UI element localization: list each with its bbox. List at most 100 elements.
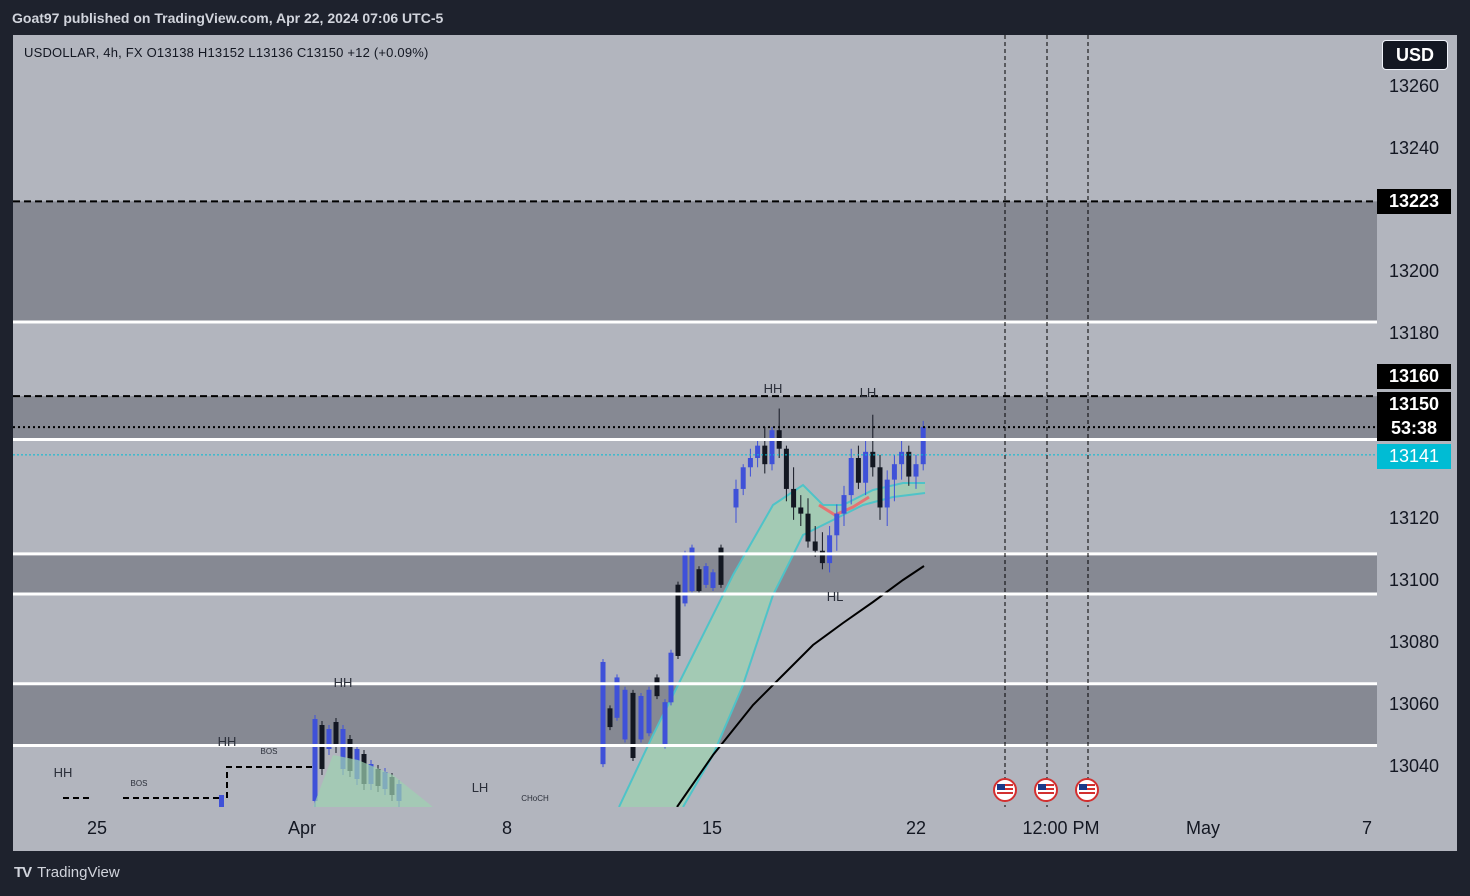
currency-button[interactable]: USD xyxy=(1382,40,1448,70)
x-tick: 15 xyxy=(701,818,723,838)
y-tick: 13060 xyxy=(1388,694,1440,714)
ribbon-lower xyxy=(682,492,926,807)
annotation-bos: BOS xyxy=(130,779,148,788)
candle-body xyxy=(340,729,346,769)
candle xyxy=(848,448,854,505)
annotation-hh: HH xyxy=(217,734,237,749)
y-tick: 13080 xyxy=(1388,632,1440,652)
candle-body xyxy=(312,719,318,801)
candle-body xyxy=(703,566,709,585)
price-lines xyxy=(13,200,1377,748)
x-tick: 7 xyxy=(1361,818,1373,838)
ribbon-fill xyxy=(313,755,433,807)
candle xyxy=(740,464,746,496)
y-tick: 13120 xyxy=(1388,508,1440,528)
x-tick: Apr xyxy=(287,818,317,838)
candle-body xyxy=(682,553,688,604)
candle-body xyxy=(710,572,716,588)
us-flag-icon[interactable] xyxy=(1075,778,1099,802)
x-tick: May xyxy=(1185,818,1221,838)
candle-body xyxy=(654,677,660,697)
candle-body xyxy=(622,689,628,740)
us-flag-icon[interactable] xyxy=(1034,778,1058,802)
chart-canvas[interactable] xyxy=(13,35,1457,851)
zone-rect xyxy=(13,201,1377,322)
candle-body xyxy=(884,479,890,508)
candle xyxy=(891,454,897,502)
moving-average-line xyxy=(676,565,925,807)
candle-body xyxy=(783,448,789,489)
candle-body xyxy=(855,458,861,483)
x-tick: 22 xyxy=(905,818,927,838)
y-tick: 13260 xyxy=(1388,76,1440,96)
x-tick: 25 xyxy=(86,818,108,838)
y-tick: 13240 xyxy=(1388,138,1440,158)
candle-body xyxy=(920,427,926,465)
annotation-hh: HH xyxy=(53,765,73,780)
annotation-lh: LH xyxy=(859,385,877,400)
published-header: Goat97 published on TradingView.com, Apr… xyxy=(12,10,444,26)
annotation-lh: LH xyxy=(471,780,489,795)
y-tick: 13100 xyxy=(1388,570,1440,590)
candle-body xyxy=(877,467,883,508)
candle-body xyxy=(646,689,652,734)
candle-body xyxy=(689,547,695,592)
y-tick: 13040 xyxy=(1388,756,1440,776)
candle xyxy=(834,504,840,551)
candle xyxy=(877,454,883,520)
candle xyxy=(899,439,905,480)
candle-body xyxy=(333,722,339,747)
candle-body xyxy=(668,652,674,703)
ema-ribbon xyxy=(618,482,926,807)
candle xyxy=(920,420,926,471)
candle-body xyxy=(791,488,797,508)
candle-body xyxy=(347,739,353,771)
candle xyxy=(855,445,861,489)
candle xyxy=(747,448,753,477)
x-tick: 8 xyxy=(501,818,513,838)
candle xyxy=(762,427,768,474)
candle-body xyxy=(891,464,897,480)
candle-body xyxy=(848,458,854,496)
candle-body xyxy=(718,547,724,585)
candle xyxy=(769,427,775,471)
candle xyxy=(884,470,890,527)
candle-body xyxy=(769,430,775,465)
y-tick: 13200 xyxy=(1388,261,1440,281)
level-badge-13160: 13160 xyxy=(1377,364,1451,389)
candle-body xyxy=(747,458,753,468)
candle-body xyxy=(614,677,620,718)
annotation-bos: BOS xyxy=(260,747,278,756)
candle-body xyxy=(630,692,636,758)
annotation-hh: HH xyxy=(763,381,783,396)
candle xyxy=(755,439,761,468)
annotation-choch: CHoCH xyxy=(521,794,549,803)
candle xyxy=(819,532,825,570)
candle-body xyxy=(870,451,876,468)
last-price-badge: 13150 xyxy=(1377,392,1451,417)
candle-body xyxy=(662,702,668,746)
candle-body xyxy=(326,729,332,749)
ribbon-fill xyxy=(619,483,925,807)
candle xyxy=(913,454,919,489)
tradingview-logo-icon: TV xyxy=(14,864,32,881)
candle-body xyxy=(913,464,919,477)
candle-body xyxy=(607,708,613,728)
bid-price-badge: 13141 xyxy=(1377,444,1451,469)
y-tick: 13180 xyxy=(1388,323,1440,343)
candle xyxy=(906,445,912,486)
level-badge-13223: 13223 xyxy=(1377,189,1451,214)
candle-body xyxy=(841,495,847,514)
x-tick: 12:00 PM xyxy=(1022,818,1100,838)
footer-brand: TradingView xyxy=(37,864,120,881)
candle-body xyxy=(740,467,746,489)
candle-body xyxy=(805,513,811,542)
candle-body xyxy=(733,488,739,508)
us-flag-icon[interactable] xyxy=(993,778,1017,802)
candle-body xyxy=(696,569,702,592)
footer: TV TradingView xyxy=(14,864,120,881)
countdown-badge: 53:38 xyxy=(1377,416,1451,441)
candle-body xyxy=(219,795,224,807)
candle-body xyxy=(827,535,833,564)
ribbon-upper xyxy=(618,482,925,807)
